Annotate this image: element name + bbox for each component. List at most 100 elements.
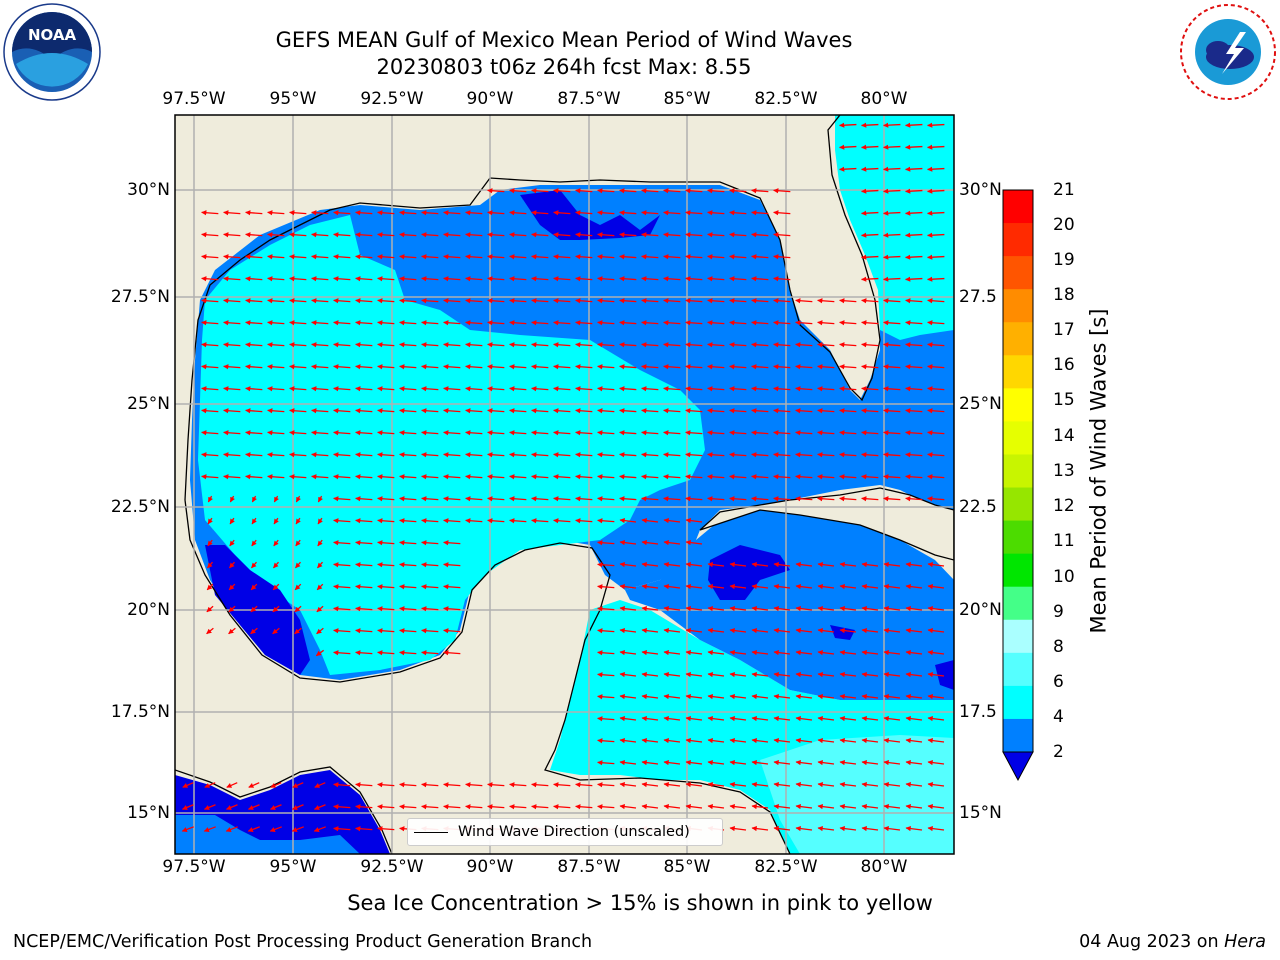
wind-wave-arrow: [685, 408, 703, 414]
wind-wave-arrow: [333, 452, 351, 458]
dark-blue-patch: [935, 660, 954, 690]
wind-wave-arrow: [509, 474, 527, 480]
wind-wave-arrow: [421, 386, 439, 392]
wind-wave-arrow: [421, 628, 439, 634]
wind-wave-arrow: [729, 693, 747, 700]
colorbar-frame: [1002, 189, 1034, 753]
wind-wave-arrow: [795, 386, 813, 392]
wind-wave-arrow: [883, 671, 901, 678]
wind-wave-arrow: [313, 826, 326, 832]
wind-wave-arrow: [531, 430, 549, 436]
wind-wave-arrow: [927, 188, 945, 194]
wind-wave-arrow: [509, 298, 527, 304]
wind-wave-arrow: [206, 627, 214, 635]
wind-wave-arrow: [729, 803, 747, 810]
wind-wave-arrow: [251, 495, 257, 503]
wind-wave-arrow: [443, 232, 461, 238]
wind-wave-arrow: [839, 803, 857, 810]
wind-wave-arrow: [509, 254, 527, 260]
wind-wave-arrow: [619, 649, 637, 656]
wind-wave-arrow: [773, 276, 791, 282]
wind-wave-arrow: [509, 782, 527, 788]
wind-wave-arrow: [245, 474, 263, 480]
wind-wave-arrow: [575, 474, 593, 480]
wind-wave-arrow: [861, 715, 879, 722]
wind-wave-arrow: [729, 649, 747, 656]
wind-wave-arrow: [663, 210, 681, 216]
lat-tick-right: 22.5: [959, 497, 997, 517]
wind-wave-arrow: [905, 122, 923, 128]
wind-wave-arrow: [487, 518, 505, 524]
wind-wave-arrow: [575, 782, 593, 788]
wind-wave-arrow: [443, 320, 461, 326]
wind-wave-arrow: [751, 715, 769, 722]
colorbar-segment: [1003, 421, 1033, 455]
wind-wave-arrow: [817, 737, 835, 744]
wind-wave-arrow: [531, 210, 549, 216]
lon-tick-top: 92.5°W: [360, 89, 424, 109]
wind-wave-arrow: [839, 759, 857, 766]
wind-wave-arrow: [292, 804, 304, 810]
wind-wave-arrow: [443, 430, 461, 436]
wind-wave-arrow: [553, 782, 571, 788]
colorbar-extend-triangle: [1002, 751, 1034, 782]
wind-wave-arrow: [619, 430, 637, 436]
wind-wave-arrow: [839, 825, 857, 832]
wind-wave-arrow: [333, 210, 351, 216]
wind-wave-arrow: [531, 804, 549, 810]
wind-wave-arrow: [355, 804, 373, 810]
wind-wave-arrow: [883, 825, 901, 832]
wind-wave-arrow: [509, 518, 527, 524]
wind-wave-arrow: [531, 474, 549, 480]
wind-wave-arrow: [333, 518, 351, 524]
wind-wave-arrow: [267, 320, 285, 326]
lat-tick-left: 15°N: [127, 803, 170, 823]
wind-wave-arrow: [905, 605, 923, 612]
colorbar-segment: [1003, 388, 1033, 422]
wind-wave-arrow: [531, 452, 549, 458]
wind-wave-arrow: [355, 254, 373, 260]
wind-wave-arrow: [861, 408, 879, 414]
wind-wave-arrow: [531, 276, 549, 282]
wind-wave-arrow: [729, 759, 747, 766]
wind-wave-arrow: [443, 298, 461, 304]
wind-wave-arrow: [817, 693, 835, 700]
wind-wave-arrow: [839, 342, 857, 348]
wind-wave-arrow: [575, 254, 593, 260]
wind-wave-arrow: [421, 430, 439, 436]
wind-wave-arrow: [443, 276, 461, 282]
wind-wave-arrow: [223, 474, 241, 480]
wind-wave-arrow: [927, 342, 945, 348]
wind-wave-arrow: [839, 693, 857, 700]
wind-wave-arrow: [311, 474, 329, 480]
wind-wave-arrow: [619, 342, 637, 348]
wind-wave-arrow: [641, 496, 659, 502]
wind-wave-arrow: [795, 452, 813, 458]
wind-wave-arrow: [204, 782, 216, 788]
wind-wave-arrow: [861, 496, 879, 502]
map-legend: Wind Wave Direction (unscaled): [407, 818, 723, 846]
graticule: [175, 115, 954, 854]
wind-wave-arrow: [927, 254, 945, 260]
wind-wave-arrow: [509, 430, 527, 436]
wind-wave-arrow: [861, 583, 879, 590]
wind-wave-arrow: [619, 715, 637, 722]
legend-label: Wind Wave Direction (unscaled): [458, 824, 690, 840]
wind-wave-arrow: [751, 232, 769, 238]
wind-wave-arrow: [663, 364, 681, 370]
wind-wave-arrow: [553, 452, 571, 458]
wind-wave-arrow: [685, 517, 703, 524]
wind-wave-arrow: [575, 408, 593, 414]
wind-wave-arrow: [421, 804, 439, 810]
wind-wave-arrow: [685, 320, 703, 326]
wind-wave-arrow: [707, 627, 725, 634]
wind-wave-arrow: [883, 803, 901, 810]
wind-wave-arrow: [399, 430, 417, 436]
wind-wave-arrow: [575, 452, 593, 458]
wind-wave-arrow: [817, 583, 835, 590]
wind-wave-arrow: [795, 715, 813, 722]
wind-wave-arrow: [927, 210, 945, 216]
wind-wave-arrow: [927, 452, 945, 458]
wind-wave-arrow: [861, 276, 879, 282]
wind-wave-arrow: [751, 781, 769, 788]
